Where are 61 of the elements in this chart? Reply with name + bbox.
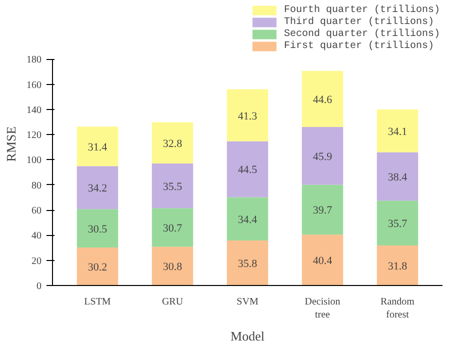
bar: [302, 127, 344, 185]
data-label: 44.5: [238, 164, 258, 176]
data-label: 30.7: [162, 222, 183, 234]
x-tick-label: SVM: [236, 296, 258, 308]
x-axis-title: Model: [230, 328, 265, 344]
bar: [376, 152, 418, 201]
data-label: 34.2: [88, 182, 108, 195]
bar: [302, 184, 344, 235]
data-label: 39.7: [312, 204, 333, 217]
legend-label: Second quarter (trillions): [284, 28, 440, 40]
bar: [302, 70, 344, 128]
data-label: 35.7: [388, 218, 408, 230]
x-tick-label: GRU: [162, 296, 184, 308]
y-tick-label: 20: [32, 256, 42, 267]
bar: [76, 126, 118, 166]
y-tick-label: 140: [26, 104, 42, 116]
data-label: 40.4: [312, 255, 333, 268]
data-label: 41.3: [238, 110, 258, 122]
bar: [76, 209, 118, 248]
bar: [226, 89, 268, 142]
legend-label: First quarter (trillions): [284, 40, 434, 52]
y-tick-label: 100: [26, 155, 42, 166]
bar: [302, 234, 344, 286]
bar: [376, 246, 418, 286]
legend-label: Third quarter (trillions): [284, 16, 434, 28]
data-label: 34.1: [388, 126, 408, 138]
data-label: 45.9: [312, 150, 333, 163]
bar: [152, 122, 194, 164]
x-tick-label: LSTM: [84, 296, 111, 308]
bar: [76, 166, 118, 210]
y-tick-label: 0: [36, 281, 42, 292]
bar: [152, 246, 194, 286]
x-tick-label: Random forest: [380, 296, 415, 321]
y-tick-label: 180: [26, 54, 42, 66]
legend-label: Fourth quarter (trillions): [284, 4, 440, 16]
y-tick-label: 120: [26, 130, 42, 142]
data-label: 31.8: [388, 260, 408, 272]
bar: [226, 240, 268, 286]
data-label: 30.5: [88, 223, 108, 236]
data-label: 38.4: [388, 171, 408, 184]
data-label: 35.8: [238, 258, 258, 270]
y-tick-label: 160: [26, 80, 42, 91]
data-label: 31.4: [88, 141, 108, 154]
bar: [376, 109, 418, 152]
y-tick-label: 40: [32, 230, 42, 242]
bar: [376, 200, 418, 246]
data-label: 30.8: [162, 261, 183, 274]
data-label: 34.4: [238, 214, 258, 226]
data-label: 35.5: [162, 180, 183, 193]
x-tick-label: Decision tree: [304, 296, 340, 321]
bar: [226, 197, 268, 240]
y-tick-label: 60: [32, 206, 42, 217]
data-label: 30.2: [88, 262, 108, 274]
y-tick-label: 80: [32, 180, 42, 192]
bar: [152, 208, 194, 247]
y-axis-title: RMSE: [4, 126, 18, 162]
bar: [226, 141, 268, 198]
data-label: 44.6: [312, 94, 333, 106]
data-label: 32.8: [162, 138, 183, 150]
bar: [76, 248, 118, 286]
bar: [152, 163, 194, 208]
